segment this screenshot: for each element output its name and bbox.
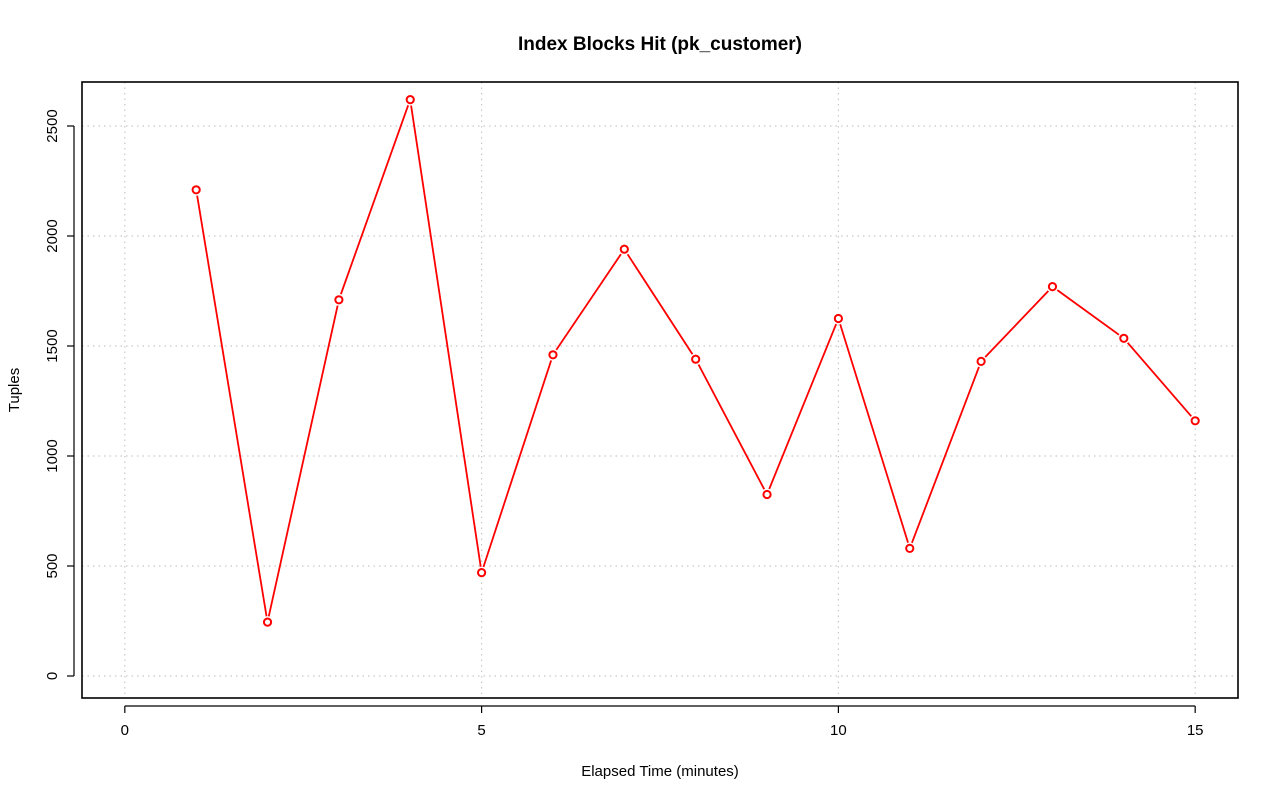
data-point — [477, 568, 487, 578]
data-point — [762, 489, 772, 500]
y-tick-label: 1000 — [44, 439, 61, 472]
data-point — [191, 185, 201, 195]
x-tick-label: 5 — [477, 722, 485, 739]
plot-area — [81, 81, 1239, 699]
y-tick-label: 2500 — [44, 109, 61, 142]
y-axis: 0 500 1000 1500 2000 2500 — [44, 109, 75, 680]
y-tick-label: 2000 — [44, 219, 61, 252]
data-point — [1047, 282, 1058, 292]
series-layer — [190, 93, 1202, 629]
y-tick-label: 0 — [44, 672, 61, 680]
data-point — [405, 95, 415, 105]
y-tick-label: 500 — [44, 553, 61, 578]
y-axis-label: Tuples — [6, 368, 23, 412]
data-point — [976, 356, 986, 366]
data-point — [1190, 416, 1200, 426]
data-point — [262, 617, 273, 627]
x-tick-label: 0 — [121, 722, 129, 739]
data-point — [1119, 333, 1129, 343]
data-point — [548, 350, 558, 360]
y-tick-label: 1500 — [44, 329, 61, 362]
x-tick-label: 10 — [830, 722, 847, 739]
data-point — [619, 244, 629, 254]
data-point — [334, 295, 344, 305]
data-point — [833, 313, 843, 324]
x-axis-label: Elapsed Time (minutes) — [581, 763, 739, 780]
x-axis: 0 5 10 15 — [121, 705, 1204, 739]
data-point — [691, 354, 701, 364]
series — [190, 93, 1202, 629]
x-tick-label: 15 — [1187, 722, 1204, 739]
data-point — [905, 543, 915, 554]
grid — [82, 82, 1238, 698]
chart-title: Index Blocks Hit (pk_customer) — [518, 34, 802, 55]
